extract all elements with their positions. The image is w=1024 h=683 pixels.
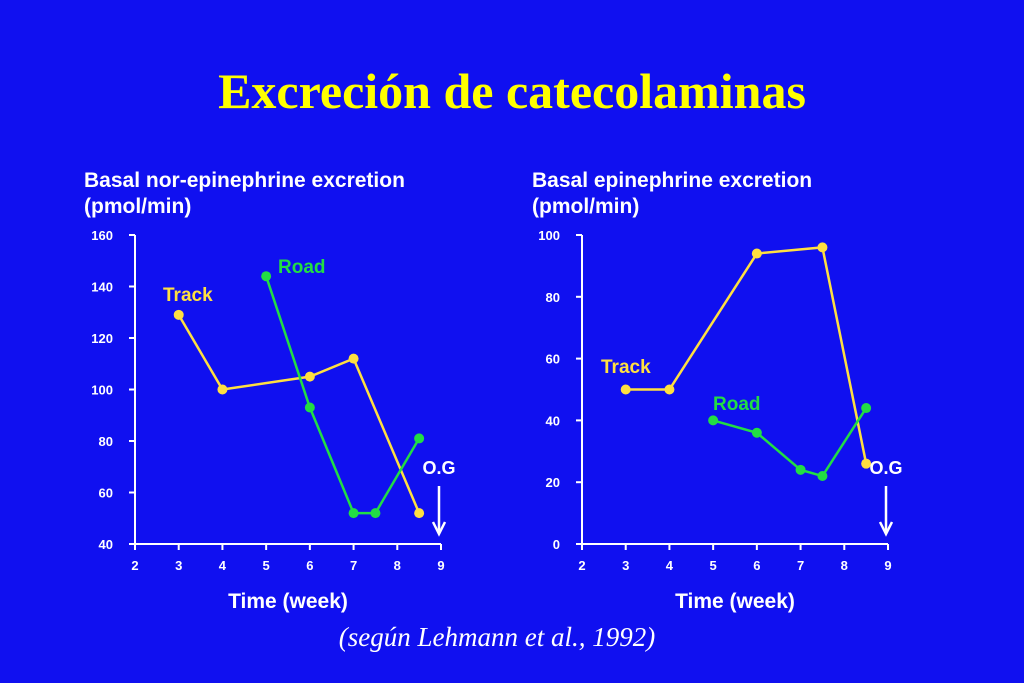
x-tick-label: 7 — [797, 558, 804, 573]
x-tick-label: 6 — [753, 558, 760, 573]
series-line-road — [712, 407, 868, 478]
og-label: O.G — [869, 458, 902, 478]
x-tick-label: 5 — [263, 558, 270, 573]
data-point-track — [348, 353, 359, 364]
x-tick-label: 8 — [841, 558, 848, 573]
data-point-track — [173, 309, 184, 320]
series-label-road: Road — [278, 257, 326, 278]
data-point-road — [304, 402, 315, 413]
data-point-track — [217, 384, 228, 395]
slide-title: Excreción de catecolaminas — [218, 63, 806, 119]
series-label-road: Road — [713, 394, 761, 415]
y-tick-label: 160 — [91, 228, 113, 243]
x-tick-label: 3 — [175, 558, 182, 573]
chart-1: Basal nor-epinephrine excretion (pmol/min… — [84, 169, 456, 613]
x-tick-label: 9 — [437, 558, 444, 573]
x-tick-label: 7 — [350, 558, 357, 573]
data-point-track — [861, 458, 872, 469]
y-tick-label: 60 — [99, 486, 113, 501]
y-tick-label: 140 — [91, 280, 113, 295]
data-point-road — [795, 464, 806, 475]
x-tick-label: 4 — [666, 558, 674, 573]
y-tick-label: 100 — [91, 383, 113, 398]
series-track — [620, 242, 872, 469]
data-point-road — [348, 508, 359, 519]
series-label-track: Track — [163, 285, 213, 306]
series-label-track: Track — [601, 357, 651, 378]
y-tick-label: 60 — [546, 352, 560, 367]
x-axis-title: Time (week) — [675, 590, 795, 613]
data-point-road — [708, 415, 719, 426]
data-point-track — [751, 248, 762, 259]
x-tick-label: 9 — [884, 558, 891, 573]
x-tick-label: 5 — [710, 558, 717, 573]
series-line-track — [177, 314, 421, 514]
series-line-road — [264, 275, 421, 515]
og-label: O.G — [422, 458, 455, 478]
x-tick-label: 8 — [394, 558, 401, 573]
chart-title-line-2: (pmol/min) — [532, 195, 639, 218]
y-tick-label: 40 — [99, 537, 113, 552]
data-point-track — [620, 384, 631, 395]
series-line-track — [625, 246, 868, 464]
data-point-track — [817, 242, 828, 253]
data-point-road — [751, 427, 762, 438]
series-road — [261, 271, 425, 519]
x-tick-label: 3 — [622, 558, 629, 573]
y-tick-label: 40 — [546, 413, 560, 428]
data-point-track — [664, 384, 675, 395]
data-point-road — [861, 403, 872, 414]
x-tick-label: 4 — [219, 558, 227, 573]
og-arrow-head-icon — [878, 521, 894, 537]
series-road — [708, 403, 872, 482]
series-track — [173, 309, 425, 519]
data-point-road — [261, 271, 272, 282]
data-point-track — [304, 371, 315, 382]
y-tick-label: 80 — [99, 434, 113, 449]
y-tick-label: 100 — [538, 228, 560, 243]
x-tick-label: 2 — [578, 558, 585, 573]
x-tick-label: 2 — [131, 558, 138, 573]
y-tick-label: 0 — [553, 537, 560, 552]
citation: (según Lehmann et al., 1992) — [338, 622, 656, 652]
y-tick-label: 80 — [546, 290, 560, 305]
y-tick-label: 20 — [546, 475, 560, 490]
chart-2: Basal epinephrine excretion (pmol/min) 0 20… — [532, 169, 903, 613]
chart-title-line-1: Basal epinephrine excretion — [532, 169, 812, 192]
data-point-road — [370, 508, 381, 519]
data-point-track — [414, 508, 425, 519]
og-arrow-head-icon — [431, 521, 447, 537]
data-point-road — [414, 433, 425, 444]
chart-title-line-2: (pmol/min) — [84, 195, 191, 218]
data-point-road — [817, 471, 828, 482]
y-tick-label: 120 — [91, 331, 113, 346]
x-tick-label: 6 — [306, 558, 313, 573]
chart-title-line-1: Basal nor-epinephrine excretion — [84, 169, 405, 192]
x-axis-title: Time (week) — [228, 590, 348, 613]
